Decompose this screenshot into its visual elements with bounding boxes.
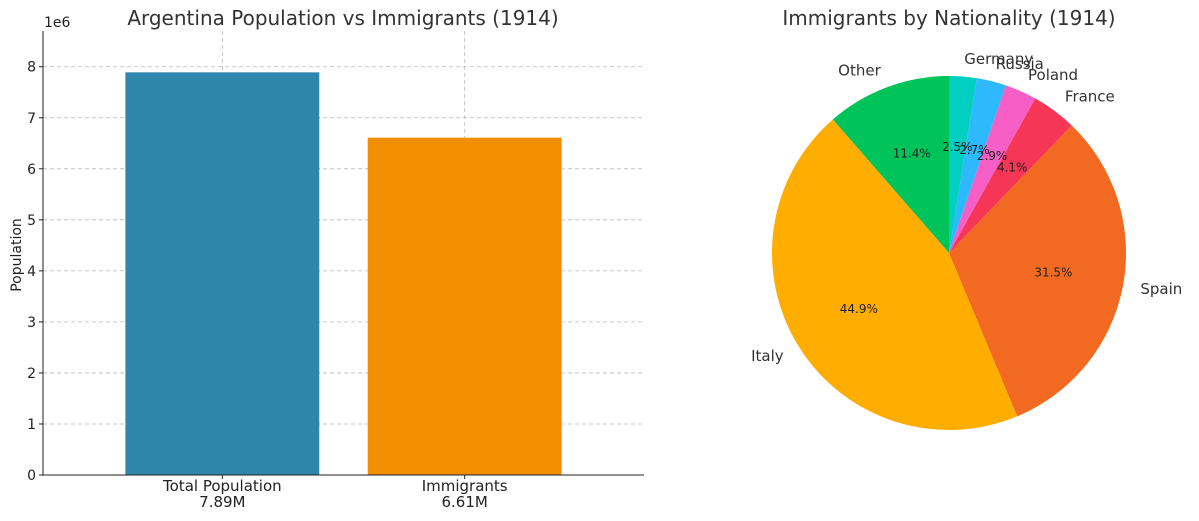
bar-chart-title: Argentina Population vs Immigrants (1914… [127, 6, 558, 30]
pie-percent-label: 2.5% [942, 140, 973, 154]
bar-series [125, 72, 562, 476]
pie-slice-poland [949, 85, 1036, 253]
pie-slice-other [832, 76, 949, 253]
y-tick-label: 6 [27, 162, 36, 178]
pie-slice-russia [949, 78, 1006, 253]
y-tick-label: 0 [27, 468, 36, 484]
pie-slice-spain [949, 125, 1126, 417]
pie-slice-germany [949, 76, 977, 253]
pie-percent-label: 2.9% [977, 149, 1008, 163]
pie-chart-title: Immigrants by Nationality (1914) [782, 6, 1115, 30]
x-value-label: 7.89M [199, 493, 245, 511]
x-tick-label: Immigrants [422, 477, 508, 495]
y-tick-label: 1 [27, 417, 36, 433]
y-tick-label: 8 [27, 60, 36, 76]
pie-slices [772, 76, 1126, 430]
pie-label: Poland [1028, 66, 1078, 84]
pie-slice-france [949, 98, 1072, 253]
y-axis-label: Population [9, 218, 25, 292]
pie-percent-label: 44.9% [840, 302, 878, 316]
pie-label: Other [838, 62, 881, 80]
pie-chart: Immigrants by Nationality (1914) Other It… [751, 6, 1182, 430]
pie-percent-label: 11.4% [893, 147, 931, 161]
pie-percent-labels: 11.4% 44.9% 31.5% 4.1%2.9%2.7%2.5% [840, 140, 1073, 316]
pie-slice-italy [772, 119, 1018, 430]
pie-label: France [1065, 88, 1115, 106]
pie-label: Germany [964, 50, 1033, 68]
pie-percent-label: 31.5% [1034, 266, 1072, 280]
y-tick-label: 7 [27, 111, 36, 127]
pie-label: Spain [1140, 280, 1182, 298]
pie-percent-label: 4.1% [997, 161, 1028, 175]
pie-label: Italy [751, 347, 784, 365]
y-tick-label: 2 [27, 366, 36, 382]
x-value-label: 6.61M [441, 493, 487, 511]
y-scale-label: 1e6 [44, 15, 71, 31]
y-tick-label: 3 [27, 315, 36, 331]
pie-percent-label: 2.7% [959, 143, 990, 157]
x-tick-label: Total Population [162, 477, 282, 495]
bar-chart: Argentina Population vs Immigrants (1914… [9, 6, 644, 511]
y-axis-ticks: 0 1 2 3 4 5 6 7 8 [27, 60, 43, 484]
y-tick-label: 4 [27, 264, 36, 280]
bar-0 [125, 72, 320, 476]
pie-label: Russia [996, 55, 1044, 73]
y-tick-label: 5 [27, 213, 36, 229]
bar-1 [367, 137, 562, 476]
